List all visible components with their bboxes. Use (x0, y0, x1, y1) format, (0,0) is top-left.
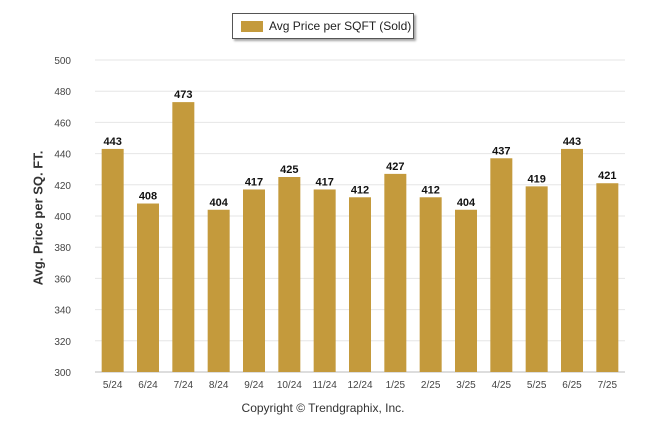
bar (455, 209, 477, 372)
data-label: 421 (598, 170, 616, 182)
bar (172, 102, 195, 373)
legend: Avg Price per SQFT (Sold) (232, 13, 414, 39)
x-tick-label: 1/25 (386, 380, 406, 391)
x-tick-label: 12/24 (347, 380, 372, 391)
copyright-text: Copyright © Trendgraphix, Inc. (241, 401, 405, 415)
x-tick-label: 10/24 (277, 380, 302, 391)
x-tick-label: 9/24 (244, 380, 264, 391)
data-label: 443 (103, 136, 121, 148)
bar (278, 177, 301, 372)
data-label: 443 (563, 136, 581, 148)
x-tick-label: 11/24 (313, 380, 338, 391)
x-tick-label: 2/25 (421, 380, 441, 391)
data-label: 412 (421, 184, 439, 196)
y-tick-label: 480 (54, 87, 71, 98)
data-label: 408 (139, 191, 157, 203)
bar (101, 148, 124, 372)
x-tick-label: 4/25 (492, 380, 512, 391)
x-tick-label: 6/25 (562, 380, 582, 391)
bar (384, 173, 407, 372)
x-tick-label: 8/24 (209, 380, 229, 391)
bar (525, 186, 548, 372)
bar (313, 189, 336, 372)
data-label: 417 (245, 176, 263, 188)
data-labels: 443 408 473 404 417 425 417 412 427 412 404 437 419 4… (103, 89, 616, 209)
data-label: 427 (386, 161, 404, 173)
bar (137, 203, 159, 372)
data-label: 425 (280, 164, 298, 176)
data-label: 404 (209, 197, 228, 209)
data-label: 437 (492, 145, 510, 157)
bar (419, 197, 442, 372)
x-tick-label: 5/24 (103, 380, 123, 391)
bar (207, 209, 230, 372)
bar (596, 183, 619, 372)
data-label: 419 (527, 173, 545, 185)
data-label: 417 (315, 176, 333, 188)
x-tick-label: 7/24 (174, 380, 194, 391)
y-tick-label: 360 (54, 274, 71, 285)
y-tick-label: 340 (54, 306, 71, 317)
y-tick-label: 300 (54, 368, 71, 379)
x-tick-label: 6/24 (138, 380, 158, 391)
y-tick-label: 380 (54, 243, 71, 254)
bar (243, 189, 265, 372)
data-label: 412 (351, 184, 369, 196)
bar (490, 158, 513, 372)
y-tick-label: 440 (54, 150, 71, 161)
y-tick-label: 500 (54, 56, 71, 67)
y-tick-labels: 300 320 340 360 380 400 420 440 460 480 500 (54, 56, 71, 379)
legend-swatch (241, 20, 263, 32)
bars (101, 102, 619, 373)
y-tick-label: 420 (54, 181, 71, 192)
y-tick-label: 460 (54, 118, 71, 129)
legend-label: Avg Price per SQFT (Sold) (269, 19, 412, 33)
x-tick-labels: 5/24 6/24 7/24 8/24 9/24 10/24 11/24 12/24 1/25 2… (103, 380, 618, 391)
x-tick-label: 5/25 (527, 380, 547, 391)
bar (561, 148, 583, 372)
x-tick-label: 3/25 (456, 380, 476, 391)
x-tick-label: 7/25 (598, 380, 618, 391)
data-label: 473 (174, 89, 192, 101)
y-tick-label: 320 (54, 337, 71, 348)
data-label: 404 (457, 197, 476, 209)
y-tick-label: 400 (54, 212, 71, 223)
bar (349, 197, 371, 372)
